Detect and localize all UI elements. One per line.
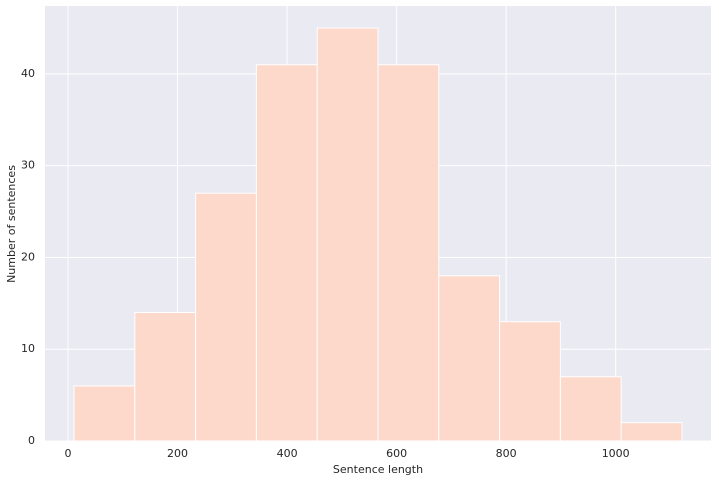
- bar: [499, 321, 561, 442]
- x-tick-label: 0: [65, 447, 72, 460]
- x-tick-label: 400: [277, 447, 298, 460]
- y-tick-label: 10: [21, 342, 35, 355]
- bar: [73, 385, 136, 442]
- bar: [195, 192, 257, 442]
- y-tick-label: 0: [28, 434, 35, 447]
- y-tick-label: 20: [21, 250, 35, 263]
- bar: [620, 422, 683, 442]
- bar: [377, 64, 440, 442]
- bar: [134, 312, 197, 442]
- bar: [438, 275, 501, 442]
- bar: [255, 64, 318, 442]
- x-tick-label: 200: [167, 447, 188, 460]
- x-tick-label: 600: [386, 447, 407, 460]
- bar: [559, 376, 622, 442]
- y-tick-label: 30: [21, 159, 35, 172]
- bar: [316, 27, 379, 442]
- y-tick-label: 40: [21, 67, 35, 80]
- y-axis-label: Number of sentences: [5, 165, 18, 283]
- x-tick-label: 1000: [602, 447, 630, 460]
- x-axis-label: Sentence length: [333, 463, 423, 476]
- x-tick-label: 800: [496, 447, 517, 460]
